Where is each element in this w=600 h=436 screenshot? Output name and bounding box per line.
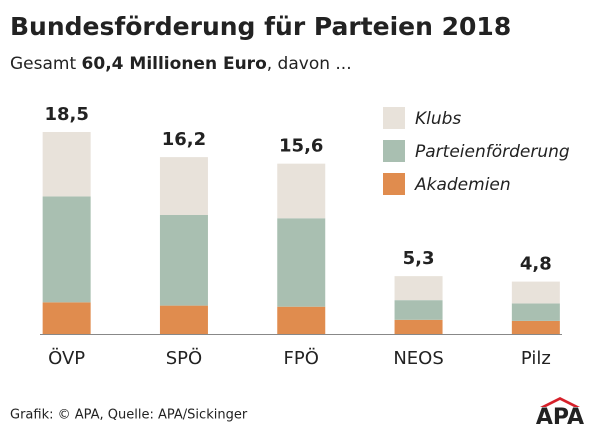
- bar-segment: [394, 300, 443, 320]
- bar-segment: [159, 214, 208, 306]
- bar-segment: [511, 303, 560, 321]
- x-tick-label: SPÖ: [166, 347, 202, 369]
- bar-segment: [277, 218, 326, 307]
- total-label: 4,8: [520, 254, 552, 275]
- legend-swatch: [383, 173, 405, 195]
- bar-segment: [42, 302, 91, 334]
- source: Grafik: © APA, Quelle: APA/Sickinger: [10, 408, 248, 423]
- legend-swatch: [383, 107, 405, 129]
- bar-segment: [511, 320, 560, 334]
- x-tick-label: ÖVP: [48, 347, 85, 369]
- total-label: 5,3: [403, 248, 435, 269]
- legend-swatch: [383, 140, 405, 162]
- subtitle-suffix: , davon ...: [267, 54, 352, 74]
- bar-segment: [42, 132, 91, 197]
- logo: APA: [536, 405, 584, 430]
- bar-segment: [42, 196, 91, 303]
- bar-segment: [159, 157, 208, 215]
- bar-segment: [277, 306, 326, 334]
- legend-label: Akademien: [414, 175, 511, 195]
- legend-label: Klubs: [415, 109, 461, 129]
- bar-segment: [511, 281, 560, 304]
- subtitle-prefix: Gesamt: [10, 54, 76, 74]
- bar-segment: [394, 276, 443, 301]
- subtitle-highlight: 60,4 Millionen Euro: [82, 54, 267, 74]
- bar-segment: [159, 305, 208, 334]
- logo-roof: [540, 397, 580, 407]
- x-tick-label: FPÖ: [284, 347, 319, 369]
- bar-segment: [277, 163, 326, 219]
- chart-title: Bundesförderung für Parteien 2018: [10, 12, 511, 41]
- x-tick-label: Pilz: [521, 348, 551, 369]
- total-label: 18,5: [44, 104, 88, 125]
- total-label: 15,6: [279, 136, 323, 157]
- x-tick-label: NEOS: [393, 348, 443, 369]
- bar-segment: [394, 319, 443, 334]
- legend-label: Parteienförderung: [415, 142, 570, 162]
- total-label: 16,2: [162, 129, 206, 150]
- chart-subtitle: Gesamt 60,4 Millionen Euro, davon ...: [10, 54, 352, 74]
